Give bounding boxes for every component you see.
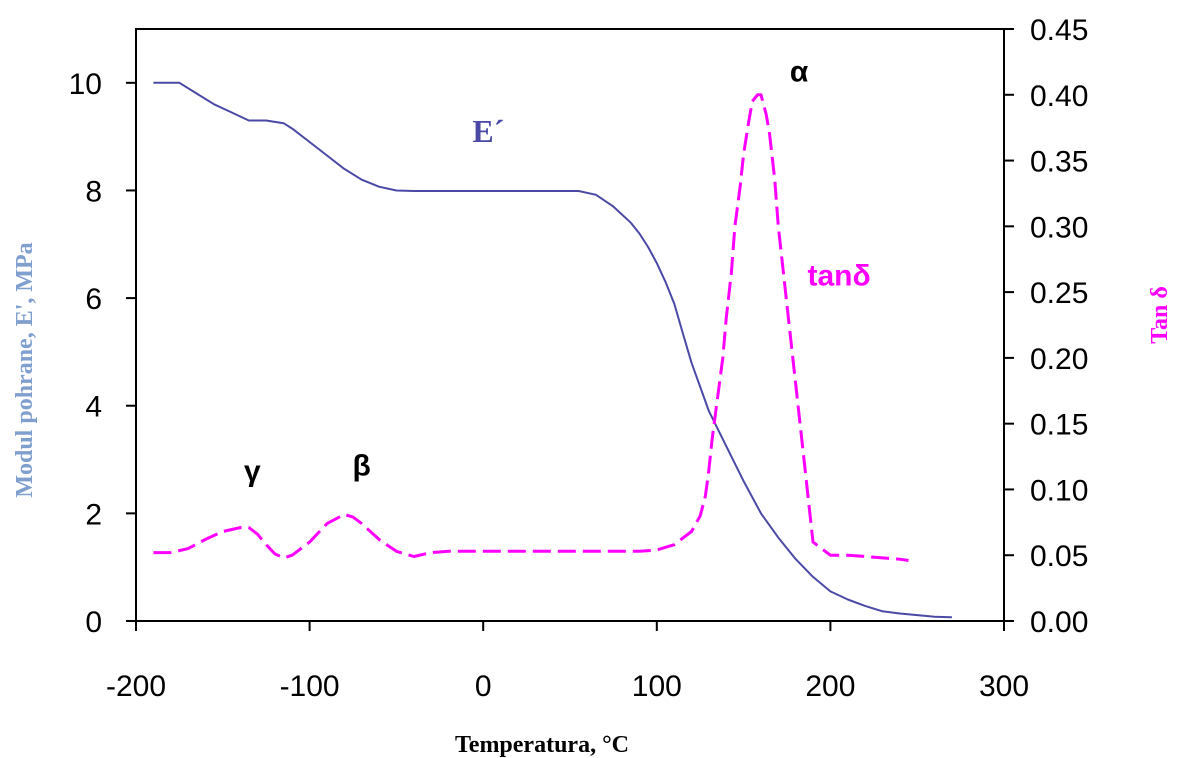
annotation-label: β <box>353 450 371 483</box>
annotation-label: γ <box>244 455 261 488</box>
x-axis-label: Temperatura, °C <box>455 732 629 758</box>
y-left-tick-label: 0 <box>85 606 102 639</box>
x-tick-label: -200 <box>106 670 166 703</box>
x-tick-label: 300 <box>979 670 1029 703</box>
y-right-tick-label: 0.45 <box>1030 14 1088 47</box>
y-right-tick-label: 0.00 <box>1030 606 1088 639</box>
series-layer <box>153 81 952 619</box>
y-right-tick-label: 0.15 <box>1030 409 1088 442</box>
y-left-tick-label: 4 <box>85 391 102 424</box>
annotation-layer: γ β α E´ tanδ <box>244 56 871 488</box>
y-right-tick-label: 0.10 <box>1030 474 1088 507</box>
y-left-tick-label: 8 <box>85 175 102 208</box>
series-line-storage-modulus <box>153 81 952 619</box>
y-left-tick-label: 10 <box>69 68 102 101</box>
annotation-label: E´ <box>472 113 504 149</box>
ticks-layer: -200 -100 0 100 200 300 0 2 4 6 8 10 0.00 0.05 0.10 0.1… <box>69 14 1089 703</box>
y-right-tick-label: 0.05 <box>1030 540 1088 573</box>
series-line-tan-delta <box>153 93 909 562</box>
plot-frame <box>135 28 1005 622</box>
y-right-tick-label: 0.35 <box>1030 146 1088 179</box>
y-left-tick-label: 6 <box>85 283 102 316</box>
y-right-tick-label: 0.25 <box>1030 277 1088 310</box>
y-left-tick-label: 2 <box>85 498 102 531</box>
x-tick-label: 0 <box>475 670 492 703</box>
y-right-tick-label: 0.40 <box>1030 80 1088 113</box>
annotation-label: α <box>790 56 809 89</box>
y-axis-left-label: Modul pohrane, E', MPa <box>12 242 38 497</box>
x-tick-label: -100 <box>280 670 340 703</box>
annotation-label: tanδ <box>807 260 870 293</box>
x-tick-label: 200 <box>805 670 855 703</box>
y-right-tick-label: 0.30 <box>1030 211 1088 244</box>
y-right-tick-label: 0.20 <box>1030 343 1088 376</box>
x-tick-label: 100 <box>632 670 682 703</box>
y-axis-right-label: Tan δ <box>1147 286 1173 344</box>
